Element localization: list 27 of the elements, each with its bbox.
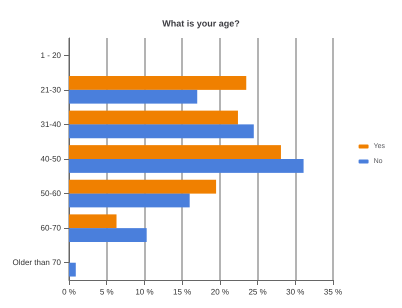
x-tick-label: 5 % bbox=[100, 288, 114, 296]
x-tick-label: 10 % bbox=[135, 288, 154, 296]
y-tick-label: Older than 70 bbox=[12, 258, 62, 268]
bar bbox=[69, 194, 190, 208]
bar bbox=[69, 180, 216, 194]
bar bbox=[69, 110, 238, 124]
y-tick-label: 1 - 20 bbox=[40, 50, 62, 60]
x-tick-label: 20 % bbox=[210, 288, 229, 296]
bar bbox=[69, 262, 76, 277]
bar bbox=[69, 76, 246, 90]
y-tick-label: 40-50 bbox=[40, 154, 62, 164]
y-tick-label: 50-60 bbox=[40, 189, 62, 198]
x-tick-label: 15 % bbox=[173, 288, 192, 296]
x-tick-label: 0 % bbox=[62, 288, 76, 296]
bar bbox=[69, 90, 198, 104]
y-tick-label: 21-30 bbox=[40, 85, 62, 94]
y-tick-label: 60-70 bbox=[40, 224, 62, 233]
x-tick-label: 25 % bbox=[248, 288, 267, 296]
y-tick-label: 31-40 bbox=[40, 120, 62, 129]
x-tick-label: 30 % bbox=[286, 288, 304, 296]
bar bbox=[69, 159, 304, 173]
bar bbox=[69, 228, 147, 242]
chart-title: What is your age? bbox=[162, 18, 240, 28]
x-tick-label: 35 % bbox=[324, 288, 342, 296]
bar bbox=[69, 145, 281, 159]
bar bbox=[69, 214, 117, 228]
bar bbox=[69, 124, 254, 138]
